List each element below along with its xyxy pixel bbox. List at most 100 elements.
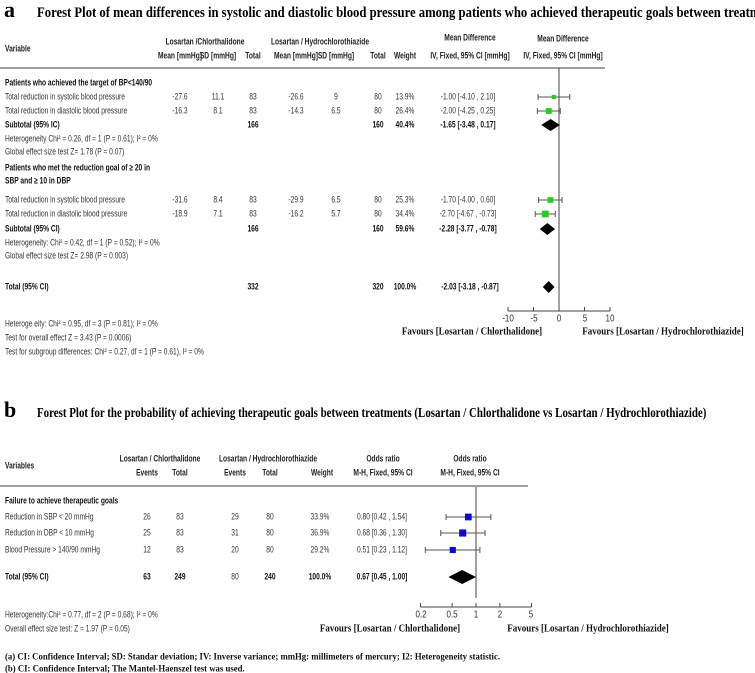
row-ci: -2.70 [-4.67 , -0.73] — [439, 208, 497, 219]
header-group1: Losartan /Chlorthalidone — [165, 36, 245, 47]
subtotal-weight: 40.4% — [395, 119, 415, 130]
group-title: Patients who achieved the target of BP<1… — [5, 77, 153, 88]
panel-label-a: a — [4, 0, 15, 22]
subtotal-n2: 160 — [372, 223, 384, 234]
row-total1: 83 — [176, 527, 184, 538]
group-title: SBP and ≥ 10 in DBP — [5, 175, 71, 186]
row-events1: 26 — [143, 511, 151, 522]
x-tick-label: -5 — [529, 313, 538, 325]
row-ci: 0.80 [0.42 , 1.54] — [357, 511, 407, 522]
row-n1: 83 — [249, 91, 257, 102]
x-tick-label: 0.2 — [414, 609, 427, 621]
header-g1-sd: SD [mmHg] — [199, 50, 237, 61]
row-events1: 25 — [143, 527, 151, 538]
row-total2: 80 — [266, 511, 274, 522]
effect-test-text: Global effect size test Z= 2.98 (P = 0.0… — [5, 250, 129, 261]
row-sd1: 8.1 — [213, 105, 223, 116]
total-weight: 100.0% — [393, 281, 417, 292]
total-ci: 0.67 [0.45 , 1.00] — [356, 571, 408, 582]
row-weight: 34.4% — [395, 208, 415, 219]
header-g1-mean: Mean [mmHg] — [157, 50, 203, 61]
panel-a-title: Forest Plot of mean differences in systo… — [37, 5, 755, 21]
header-g2-events: Events — [224, 467, 246, 478]
subtotal-label: Subtotal (95% CI) — [5, 223, 60, 234]
x-tick-label: 10 — [605, 313, 615, 325]
row-ci: 0.68 [0.36 , 1.30] — [357, 527, 407, 538]
row-ci: -1.70 [-4.00 , 0.60] — [440, 194, 496, 205]
row-weight: 26.4% — [395, 105, 415, 116]
header-group2: Losartan / Hydrochlorothiazide — [270, 36, 370, 47]
point-estimate-marker — [547, 197, 554, 203]
row-total1: 83 — [176, 511, 184, 522]
row-label: Total reduction in systolic blood pressu… — [5, 194, 125, 205]
row-weight: 33.9% — [310, 511, 330, 522]
favours-right-label: Favours [Losartan / Hydrochlorothiazide] — [507, 623, 669, 635]
x-tick-label: 1 — [473, 609, 479, 621]
heterogeneity-text: Heterogeneity Chi² = 0.26, df = 1 (P = 0… — [5, 133, 158, 144]
header-plot-sub: IV, Fixed, 95% CI [mmHg] — [523, 50, 603, 61]
overall-stat-text: Test for overall effect Z = 3.43 (P = 0.… — [5, 332, 132, 343]
row-mean1: -18.9 — [172, 208, 188, 219]
row-weight: 29.2% — [310, 544, 330, 555]
row-sd2: 6.5 — [331, 105, 341, 116]
row-label: Total reduction in diastolic blood press… — [5, 105, 128, 116]
header-plot-title: Odds ratio — [453, 453, 487, 464]
row-events2: 29 — [231, 511, 239, 522]
total-label: Total (95% CI) — [5, 281, 49, 292]
header-effect-title: Mean Difference — [444, 32, 496, 43]
overall-stat-text: Heterogeneity:Chi² = 0.77, df = 2 (P = 0… — [5, 609, 158, 620]
row-n2: 80 — [374, 91, 382, 102]
favours-left-label: Favours [Losartan / Chlorthalidone] — [319, 623, 461, 635]
row-sd1: 11.1 — [211, 91, 225, 102]
subtotal-label: Subtotal (95% IC) — [5, 119, 60, 130]
point-estimate-marker — [459, 529, 467, 537]
row-mean2: -29.9 — [288, 194, 304, 205]
row-n2: 80 — [374, 208, 382, 219]
header-group1: Losartan / Chlorthalidone — [119, 453, 201, 464]
subtotal-n2: 160 — [372, 119, 384, 130]
summary-diamond — [448, 570, 476, 584]
group-title: Failure to achieve therapeutic goals — [5, 495, 119, 506]
row-mean2: -16.2 — [288, 208, 304, 219]
point-estimate-marker — [545, 108, 552, 114]
row-mean2: -14.3 — [288, 105, 304, 116]
panel-b-title: Forest Plot for the probability of achie… — [37, 406, 707, 421]
row-label: Reduction in SBP < 20 mmHg — [5, 511, 94, 522]
header-g2-sd: SD [mmHg] — [317, 50, 355, 61]
summary-diamond — [539, 223, 556, 235]
subtotal-n1: 166 — [247, 119, 259, 130]
row-sd2: 9 — [334, 91, 338, 102]
header-group2: Losartan / Hydrochlorothiazide — [218, 453, 318, 464]
row-label: Blood Pressure > 140/90 mmHg — [5, 544, 100, 555]
row-ci: 0.51 [0.23 , 1.12] — [357, 544, 407, 555]
row-mean1: -27.6 — [172, 91, 188, 102]
header-g2-mean: Mean [mmHg] — [273, 50, 319, 61]
row-ci: -2.00 [-4.25 , 0.25] — [440, 105, 496, 116]
x-tick-label: 5 — [582, 313, 587, 325]
row-n1: 83 — [249, 208, 257, 219]
header-g1-total: Total — [245, 50, 261, 61]
total-weight: 100.0% — [308, 571, 332, 582]
row-weight: 25.3% — [395, 194, 415, 205]
header-g2-total: Total — [370, 50, 386, 61]
total-total2: 240 — [264, 571, 276, 582]
row-n1: 83 — [249, 105, 257, 116]
total-n1: 332 — [247, 281, 259, 292]
row-sd2: 6.5 — [331, 194, 341, 205]
row-sd1: 7.1 — [213, 208, 223, 219]
point-estimate-marker — [541, 210, 549, 218]
total-label: Total (95% CI) — [5, 571, 49, 582]
overall-stat-text: Heteroge eity: Chi² = 0.95, df = 3 (P = … — [5, 318, 158, 329]
point-estimate-marker — [449, 546, 456, 554]
subtotal-ci: -1.65 [-3.48 , 0.17] — [440, 119, 496, 130]
total-ci: -2.03 [-3.18 , -0.87] — [441, 281, 499, 292]
header-g1-events: Events — [136, 467, 158, 478]
header-weight: Weight — [310, 467, 334, 478]
x-tick-label: -10 — [502, 313, 514, 325]
effect-test-text: Global effect size test Z= 1.78 (P = 0.0… — [5, 146, 125, 157]
row-label: Total reduction in systolic blood pressu… — [5, 91, 125, 102]
row-mean2: -26.6 — [288, 91, 304, 102]
row-weight: 13.9% — [395, 91, 415, 102]
header-effect-title: Odds ratio — [366, 453, 400, 464]
